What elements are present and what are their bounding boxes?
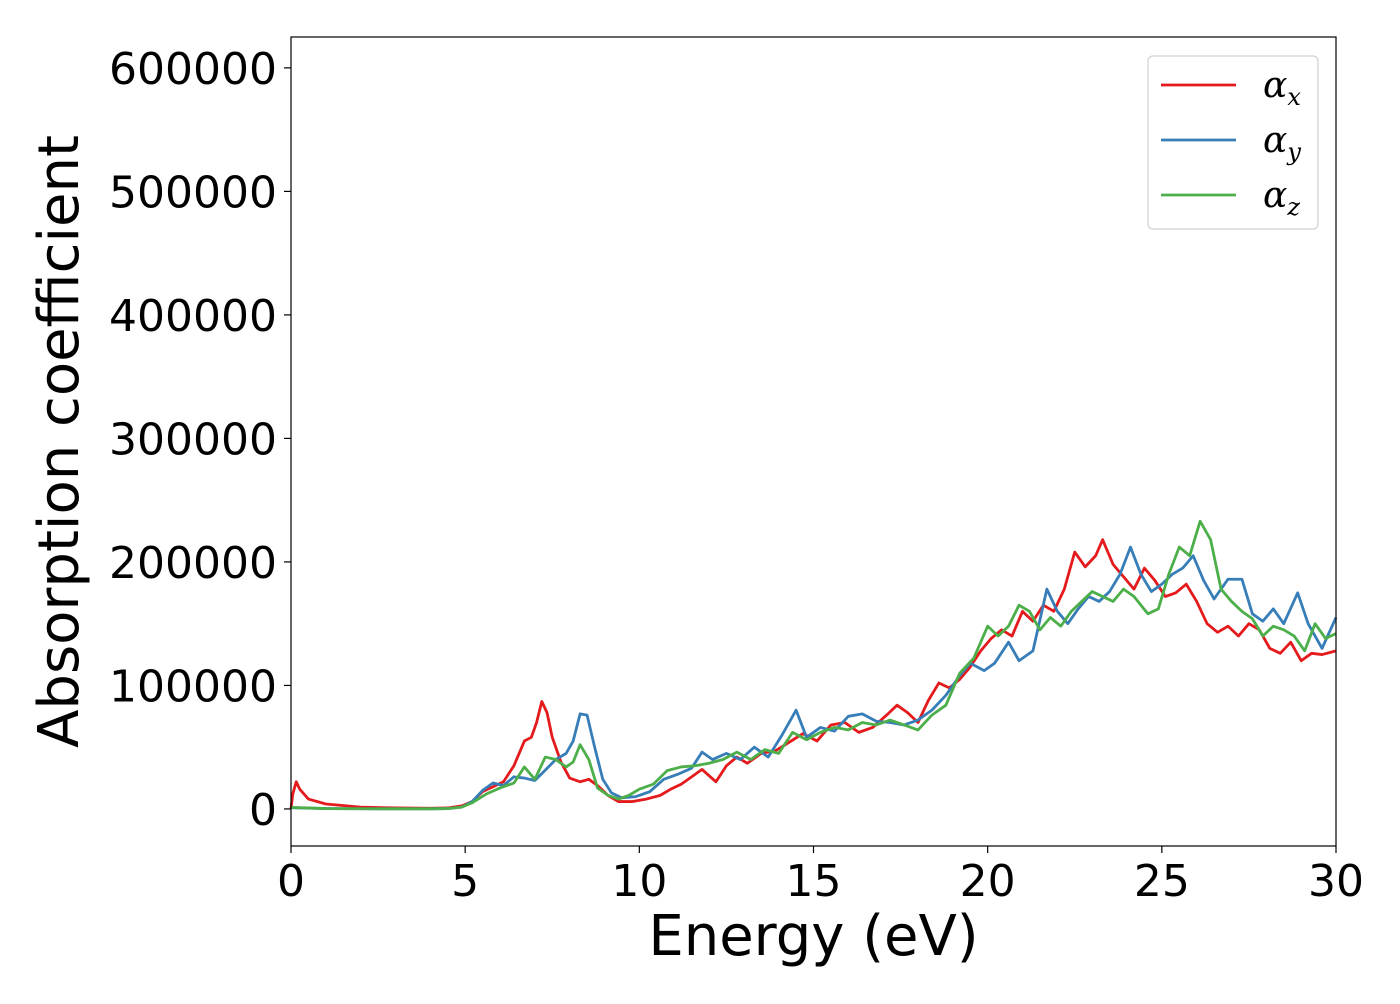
- x-tick-label: 5: [451, 856, 479, 907]
- y-tick-label: 600000: [109, 44, 277, 95]
- y-tick-label: 400000: [109, 291, 277, 342]
- legend-label: αx: [1263, 65, 1301, 111]
- x-tick-label: 25: [1134, 856, 1190, 907]
- x-tick-label: 15: [786, 856, 842, 907]
- x-tick-label: 0: [277, 856, 305, 907]
- x-axis-label: Energy (eV): [648, 904, 978, 969]
- y-tick-label: 300000: [109, 414, 277, 465]
- legend-box: [1147, 55, 1319, 230]
- y-tick-label: 0: [249, 785, 277, 836]
- legend-label: αz: [1263, 175, 1300, 221]
- legend-entry: αx: [1161, 65, 1301, 111]
- x-axis-ticks: 0 5 10 15 20 25 30: [277, 846, 1364, 907]
- x-tick-label: 10: [611, 856, 667, 907]
- legend: αx αy αz: [1147, 55, 1319, 230]
- legend-entry: αy: [1161, 120, 1301, 166]
- series-layer: [289, 519, 1338, 811]
- series-line-2: [290, 519, 1337, 811]
- x-tick-label: 20: [960, 856, 1016, 907]
- y-tick-label: 100000: [109, 661, 277, 712]
- series-line-0: [289, 538, 1337, 810]
- series-line-1: [290, 545, 1338, 811]
- y-tick-label: 200000: [109, 538, 277, 589]
- y-axis-ticks: 0 100000 200000 300000 400000 500000 600000: [109, 44, 291, 836]
- legend-label: αy: [1263, 120, 1301, 166]
- x-tick-label: 30: [1308, 856, 1364, 907]
- y-axis-label: Absorption coefficient: [27, 135, 92, 748]
- y-tick-label: 500000: [109, 167, 277, 218]
- legend-entry: αz: [1161, 175, 1300, 221]
